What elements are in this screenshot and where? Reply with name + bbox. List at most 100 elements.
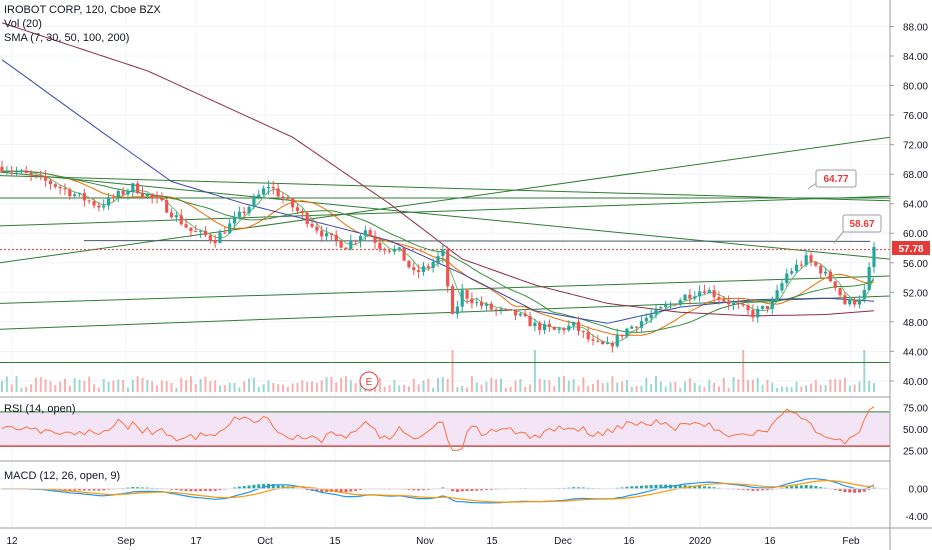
candle-body[interactable]	[68, 189, 72, 197]
volume-indicator-label[interactable]: Vol (20)	[4, 18, 42, 30]
trendline[interactable]	[0, 136, 891, 264]
candle-body[interactable]	[494, 309, 498, 311]
candle-body[interactable]	[324, 233, 329, 237]
candle-body[interactable]	[785, 273, 789, 284]
candle-body[interactable]	[814, 261, 818, 266]
candle-body[interactable]	[426, 266, 430, 268]
candle-body[interactable]	[77, 193, 82, 195]
rsi-axis[interactable]: 75.00 50.00 25.00	[903, 404, 928, 458]
candle-body[interactable]	[315, 226, 319, 231]
candle-body[interactable]	[363, 230, 367, 236]
candle-body[interactable]	[441, 249, 445, 257]
candle-body[interactable]	[397, 247, 401, 249]
candle-body[interactable]	[203, 230, 208, 236]
candle-body[interactable]	[581, 330, 585, 333]
candle-body[interactable]	[402, 247, 406, 261]
candle-body[interactable]	[320, 230, 324, 237]
candle-body[interactable]	[518, 313, 522, 316]
candle-body[interactable]	[266, 186, 271, 189]
candle-body[interactable]	[775, 290, 779, 301]
candle-body[interactable]	[659, 307, 663, 309]
candle-body[interactable]	[339, 240, 343, 248]
candle-body[interactable]	[63, 188, 67, 190]
callout-64-77[interactable]: 64.77	[807, 169, 857, 190]
candle-body[interactable]	[698, 291, 702, 297]
trendline[interactable]	[0, 195, 891, 227]
candle-body[interactable]	[179, 215, 183, 225]
candle-body[interactable]	[799, 264, 803, 266]
candle-body[interactable]	[751, 310, 755, 318]
candle-body[interactable]	[649, 314, 653, 319]
candle-body[interactable]	[455, 306, 459, 314]
macd-axis[interactable]: 0.00 -4.00	[0, 485, 928, 523]
candle-body[interactable]	[484, 303, 489, 306]
candle-body[interactable]	[281, 196, 285, 199]
candle-body[interactable]	[746, 305, 750, 311]
candle-body[interactable]	[528, 316, 532, 327]
candle-body[interactable]	[53, 184, 57, 187]
candle-body[interactable]	[412, 267, 416, 271]
candle-body[interactable]	[809, 255, 813, 262]
candle-body[interactable]	[630, 326, 634, 329]
candle-body[interactable]	[0, 166, 4, 172]
candle-body[interactable]	[310, 223, 314, 227]
candle-body[interactable]	[635, 326, 639, 328]
candle-body[interactable]	[717, 297, 721, 300]
candle-body[interactable]	[731, 303, 736, 305]
candle-body[interactable]	[693, 296, 697, 299]
candle-body[interactable]	[722, 299, 726, 302]
candle-body[interactable]	[354, 240, 358, 242]
candle-body[interactable]	[470, 298, 474, 304]
candle-body[interactable]	[126, 190, 130, 195]
candle-body[interactable]	[194, 231, 198, 233]
candle-body[interactable]	[465, 290, 469, 299]
candle-body[interactable]	[213, 239, 217, 244]
candle-body[interactable]	[150, 194, 154, 198]
candle-body[interactable]	[862, 290, 866, 300]
candle-body[interactable]	[44, 176, 48, 181]
candle-body[interactable]	[601, 341, 605, 345]
candle-body[interactable]	[73, 194, 77, 197]
candle-body[interactable]	[586, 332, 590, 340]
candle-body[interactable]	[29, 173, 33, 175]
candle-body[interactable]	[140, 193, 145, 197]
candle-body[interactable]	[542, 324, 547, 331]
candle-body[interactable]	[475, 302, 479, 304]
candle-body[interactable]	[707, 290, 711, 293]
candle-body[interactable]	[765, 306, 770, 309]
candle-body[interactable]	[770, 300, 774, 309]
candle-body[interactable]	[237, 211, 241, 218]
candle-body[interactable]	[232, 217, 237, 224]
candle-body[interactable]	[286, 198, 290, 200]
candle-body[interactable]	[92, 201, 96, 206]
sma-indicator-label[interactable]: SMA (7, 30, 50, 100, 200)	[4, 32, 129, 44]
candle-body[interactable]	[828, 271, 832, 282]
candle-body[interactable]	[794, 264, 799, 272]
candle-body[interactable]	[727, 301, 731, 305]
candle-body[interactable]	[431, 262, 435, 268]
candle-body[interactable]	[523, 313, 527, 317]
candle-body[interactable]	[712, 290, 716, 298]
candle-body[interactable]	[329, 233, 334, 236]
candle-body[interactable]	[160, 197, 164, 201]
candle-body[interactable]	[218, 232, 222, 244]
candle-body[interactable]	[780, 283, 784, 291]
candle-body[interactable]	[857, 299, 862, 305]
macd-indicator-label[interactable]: MACD (12, 26, open, 9)	[4, 470, 120, 482]
candle-body[interactable]	[572, 321, 576, 326]
candle-body[interactable]	[291, 198, 295, 208]
candle-body[interactable]	[271, 186, 275, 189]
candlesticks[interactable]	[0, 160, 876, 353]
candle-body[interactable]	[223, 232, 227, 234]
candle-body[interactable]	[228, 223, 232, 234]
candle-body[interactable]	[58, 186, 62, 189]
candle-body[interactable]	[82, 193, 86, 201]
candle-body[interactable]	[833, 281, 837, 288]
candle-body[interactable]	[591, 339, 595, 341]
rsi-indicator-label[interactable]: RSI (14, open)	[4, 403, 76, 415]
candle-body[interactable]	[450, 286, 455, 314]
candle-body[interactable]	[87, 200, 91, 202]
trendline[interactable]	[0, 171, 891, 260]
candle-body[interactable]	[252, 197, 256, 207]
